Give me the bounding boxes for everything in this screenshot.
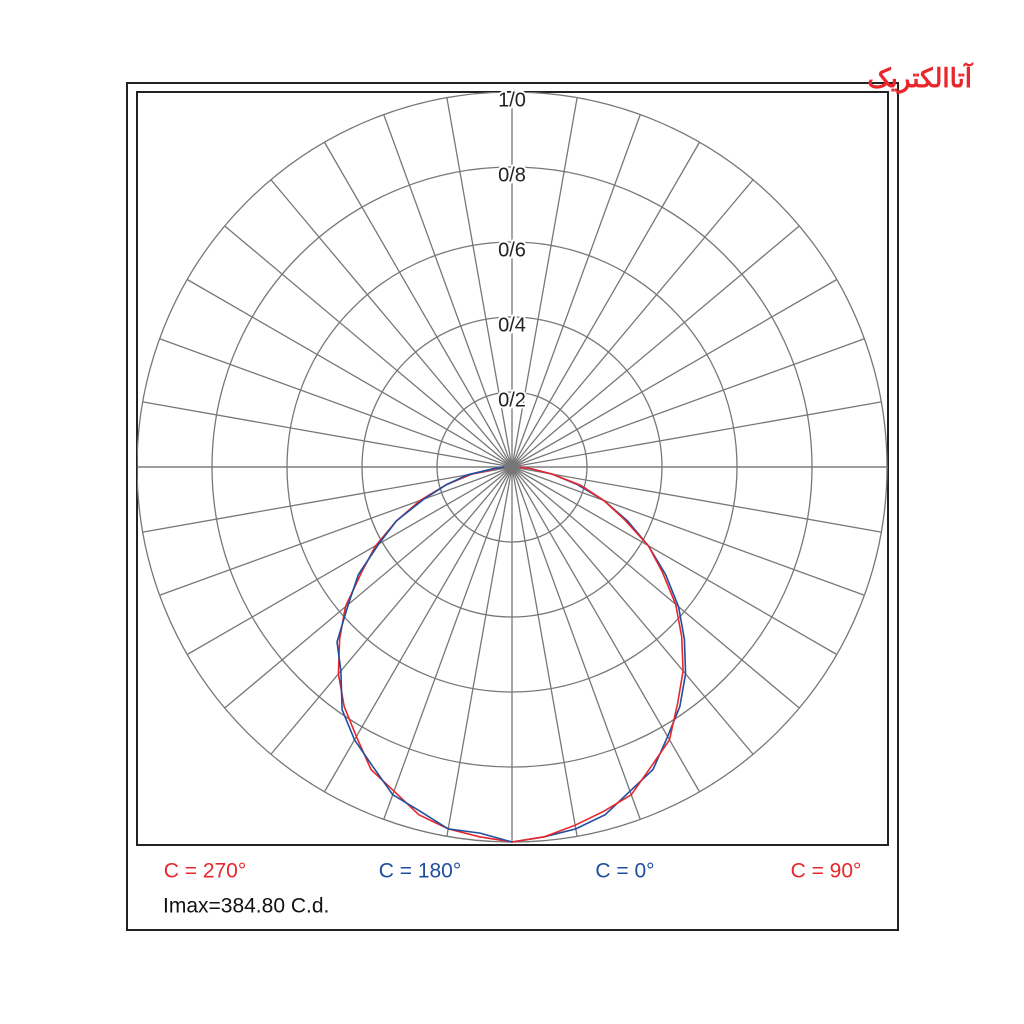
spoke [383, 466, 513, 820]
spoke [511, 141, 701, 468]
spoke [323, 141, 513, 468]
r-tick-label: 0/6 [498, 239, 526, 261]
spoke [511, 179, 754, 468]
spoke [511, 466, 865, 596]
spoke [186, 466, 513, 656]
spoke [511, 466, 641, 820]
r-tick-label: 0/4 [498, 314, 526, 336]
legend-label: C = 90° [791, 860, 862, 883]
spoke [511, 466, 754, 755]
spoke [159, 338, 513, 468]
spoke [511, 466, 800, 709]
r-tick-label: 1/0 [498, 89, 526, 111]
spoke [511, 338, 865, 468]
spoke [446, 97, 513, 468]
grid [137, 92, 888, 843]
spoke [224, 466, 513, 709]
grid-circle [286, 241, 738, 693]
intensity-curve [511, 466, 687, 843]
spoke [270, 466, 513, 755]
spoke [142, 466, 513, 533]
curves [336, 466, 687, 843]
legend-label: C = 180° [379, 860, 462, 883]
spoke [511, 225, 800, 468]
spoke [446, 466, 513, 837]
spoke [159, 466, 513, 596]
spoke [511, 114, 641, 468]
spoke [186, 278, 513, 468]
grid-circle [361, 316, 663, 618]
grid-circle [436, 391, 588, 543]
spoke [383, 114, 513, 468]
labels: 0/2 0/4 0/6 0/8 1/0 C = 270° C = 180° C = 0° C =… [164, 87, 862, 883]
logo: آتاالکتریک [867, 61, 973, 94]
spoke [323, 466, 513, 793]
spoke [511, 401, 882, 468]
spoke [511, 278, 838, 468]
spoke [142, 401, 513, 468]
intensity-curve [337, 466, 513, 843]
intensity-curve [511, 466, 684, 843]
r-tick-label: 0/2 [498, 389, 526, 411]
spoke [511, 466, 882, 533]
spoke [511, 466, 838, 656]
spoke [224, 225, 513, 468]
intensity-curve [336, 466, 513, 843]
spoke [511, 466, 578, 837]
legend-label: C = 270° [164, 860, 247, 883]
legend-label: C = 0° [595, 860, 654, 883]
grid-circle [211, 166, 813, 768]
outer-frame [126, 82, 899, 931]
spoke [270, 179, 513, 468]
r-tick-label: 0/8 [498, 164, 526, 186]
spoke [511, 466, 701, 793]
imax-annotation: Imax=384.80 C.d. [163, 895, 329, 918]
spoke [511, 97, 578, 468]
